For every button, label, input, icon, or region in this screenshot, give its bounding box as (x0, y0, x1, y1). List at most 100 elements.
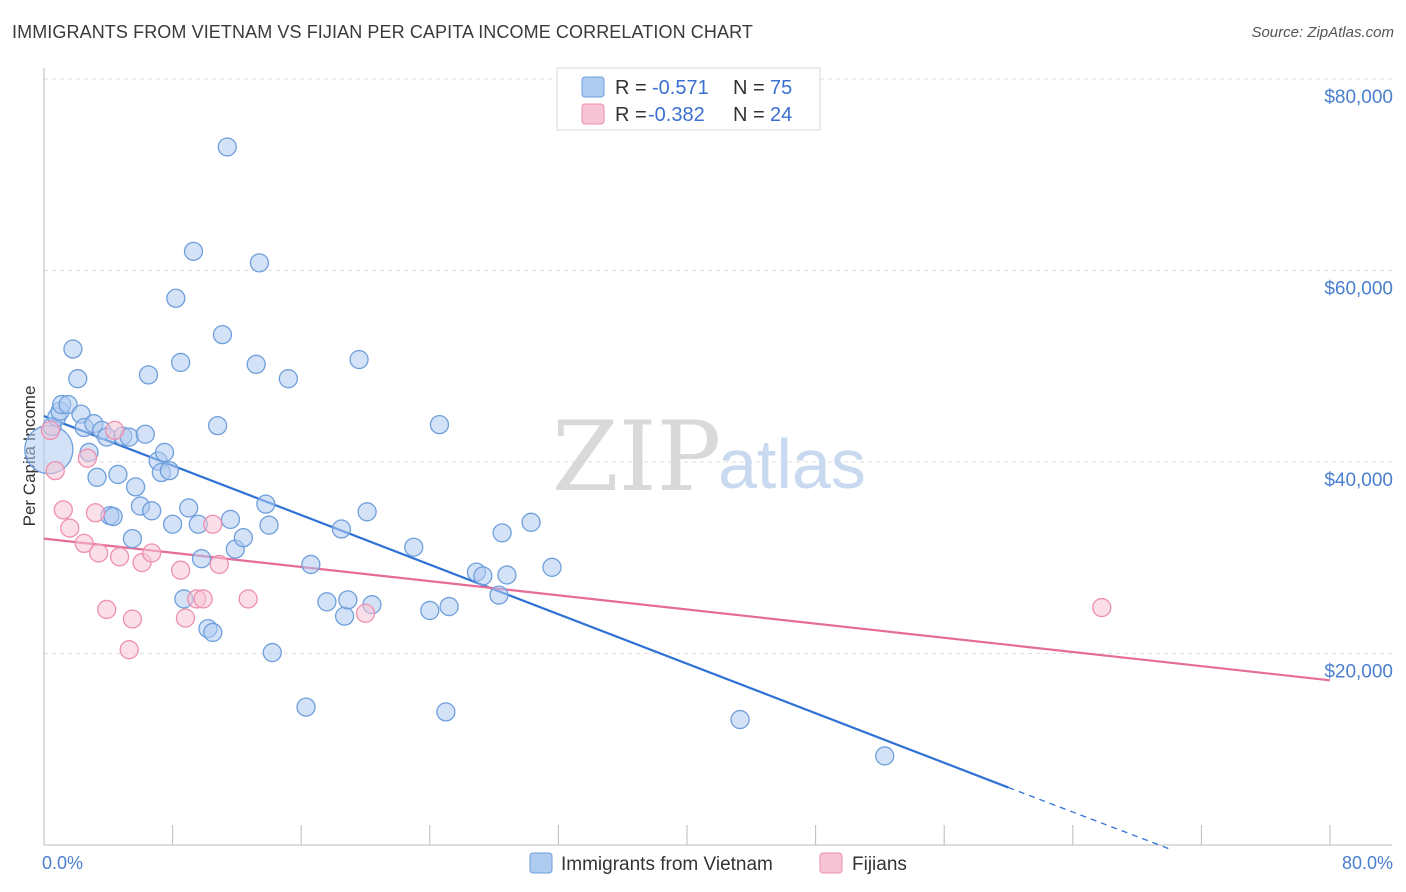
fijians-point-19 (203, 514, 223, 534)
source-label: Source: ZipAtlas.com (1251, 24, 1394, 41)
fijians-point-15 (170, 560, 191, 580)
vietnam-point-20 (122, 528, 143, 549)
vietnam-point-40 (207, 415, 228, 436)
watermark-zip: ZIP (552, 401, 721, 513)
fijians-point-4 (74, 533, 94, 554)
vietnam-point-7 (68, 369, 88, 389)
vietnam-point-45 (233, 527, 253, 548)
fijians-point-16 (175, 608, 196, 628)
y-tick-label-1: $40,000 (1324, 470, 1393, 491)
fijians-point-9 (105, 420, 125, 441)
vietnam-point-61 (404, 537, 424, 557)
fijians-point-0 (40, 420, 61, 441)
watermark-atlas: atlas (718, 425, 866, 503)
vietnam-point-5 (58, 394, 78, 415)
vietnam-point-70 (497, 565, 517, 585)
trendline-fijians (43, 537, 1331, 682)
vietnam-point-17 (108, 464, 128, 485)
bottom-legend-swatch-vietnam (529, 852, 553, 874)
fijians-point-20 (209, 554, 229, 575)
fijians-point-11 (119, 640, 139, 660)
fijians-point-2 (53, 500, 73, 520)
legend-r-label-1: R = (615, 77, 647, 99)
vietnam-point-64 (436, 702, 456, 722)
watermark: ZIP atlas (552, 401, 866, 513)
vietnam-point-12 (87, 467, 107, 487)
vietnam-point-65 (439, 596, 459, 617)
vietnam-point-68 (492, 523, 512, 543)
fijians-point-22 (355, 603, 376, 623)
chart-title: IMMIGRANTS FROM VIETNAM VS FIJIAN PER CA… (12, 22, 753, 42)
vietnam-point-50 (262, 642, 282, 663)
legend-r-label-2: R = (615, 104, 647, 126)
vietnam-point-74 (875, 746, 895, 766)
vietnam-point-58 (349, 349, 369, 370)
fijians-point-18 (193, 589, 213, 609)
vietnam-point-55 (331, 519, 352, 539)
fijians-point-10 (109, 547, 130, 567)
vietnam-point-21 (125, 477, 146, 497)
vietnam-point-34 (179, 498, 199, 518)
vietnam-point-37 (191, 549, 212, 569)
fijians-point-14 (142, 543, 162, 563)
vietnam-point-54 (317, 592, 337, 612)
vietnam-point-39 (203, 622, 223, 643)
vietnam-point-56 (334, 606, 355, 626)
vietnam-point-59 (357, 502, 377, 522)
gridlines (44, 78, 1392, 654)
bottom-legend: Immigrants from Vietnam Fijians (529, 852, 907, 875)
vietnam-point-16 (103, 506, 123, 527)
vietnam-point-62 (420, 600, 440, 621)
fijians-point-5 (77, 448, 98, 468)
legend-r-value-1: -0.571 (652, 77, 709, 99)
vietnam-point-67 (473, 566, 493, 586)
vietnam-point-63 (429, 415, 450, 435)
vietnam-point-6 (63, 339, 83, 359)
series-vietnam (24, 137, 895, 766)
vietnam-point-72 (542, 557, 562, 577)
vietnam-point-24 (138, 365, 159, 385)
legend-n-label-1: N = (733, 77, 765, 99)
series-fijians (40, 420, 1112, 660)
vietnam-point-32 (170, 352, 191, 373)
bottom-legend-swatch-fijians (819, 852, 843, 874)
vietnam-point-31 (166, 288, 186, 308)
vietnam-point-28 (154, 442, 175, 463)
vietnam-point-51 (278, 369, 298, 389)
y-tick-label-0: $20,000 (1324, 662, 1393, 683)
legend-swatch-vietnam (581, 76, 605, 98)
x-tick-label-0: 0.0% (42, 853, 83, 873)
bottom-legend-fijians: Fijians (852, 854, 907, 875)
fijians-point-6 (85, 503, 106, 523)
vietnam-point-49 (259, 515, 279, 535)
points (24, 137, 1112, 766)
vietnam-point-25 (142, 501, 162, 521)
vietnam-point-43 (220, 509, 241, 530)
vietnam-point-71 (521, 512, 541, 532)
vietnam-point-46 (246, 354, 266, 374)
vietnam-point-41 (212, 325, 233, 345)
vietnam-point-29 (159, 460, 180, 481)
fijians-point-23 (1092, 597, 1112, 618)
legend-swatch-fijians (581, 103, 605, 125)
bottom-legend-vietnam: Immigrants from Vietnam (561, 854, 773, 875)
fijians-point-7 (89, 543, 109, 563)
x-tick-label-1: 80.0% (1342, 853, 1393, 873)
vietnam-point-73 (730, 709, 750, 730)
legend-n-label-2: N = (733, 104, 765, 126)
vietnam-point-53 (301, 554, 321, 575)
vietnam-point-47 (249, 253, 270, 273)
legend-r-value-2: -0.382 (648, 104, 705, 126)
trendline-vietnam-extension (1008, 786, 1170, 850)
legend-n-value-1: 75 (770, 77, 792, 99)
legend-n-value-2: 24 (770, 104, 792, 126)
vietnam-point-23 (135, 424, 155, 444)
trendlines (43, 415, 1331, 850)
fijians-point-8 (97, 599, 117, 620)
vietnam-point-42 (217, 137, 237, 157)
vietnam-point-57 (338, 590, 358, 610)
vietnam-point-69 (489, 585, 509, 605)
legend: R = -0.571 N = 75 R = -0.382 N = 24 (556, 67, 821, 131)
y-tick-labels: $20,000 $40,000 $60,000 $80,000 (1324, 87, 1393, 683)
